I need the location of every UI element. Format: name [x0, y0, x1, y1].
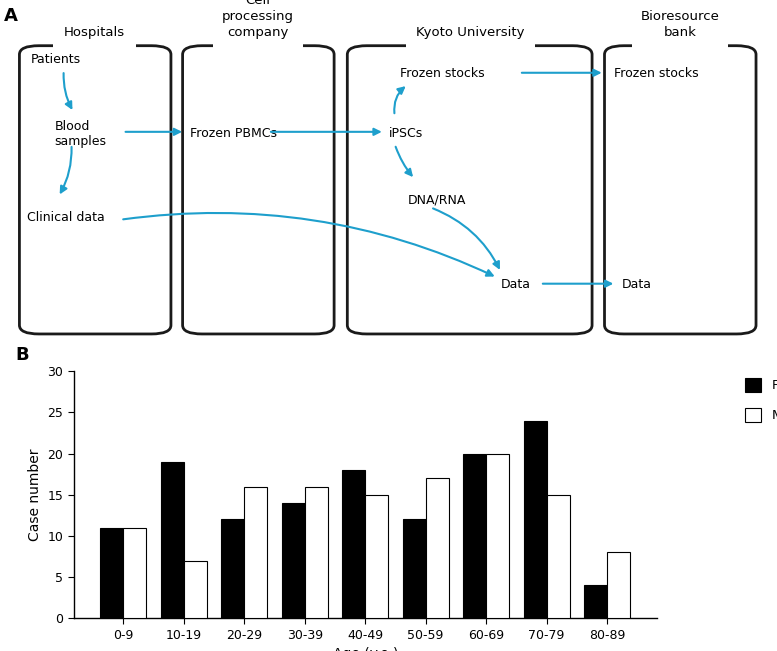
Text: DNA/RNA: DNA/RNA	[408, 194, 466, 207]
Text: Bioresource
bank: Bioresource bank	[640, 10, 720, 38]
Bar	[184, 561, 207, 618]
Text: Frozen PBMCs: Frozen PBMCs	[190, 127, 277, 140]
Text: Frozen stocks: Frozen stocks	[400, 67, 485, 80]
X-axis label: Age (y.o.): Age (y.o.)	[333, 648, 398, 651]
Bar	[244, 486, 267, 618]
Legend: Female, Male: Female, Male	[740, 373, 777, 428]
Y-axis label: Case number: Case number	[28, 449, 42, 541]
Text: Clinical data: Clinical data	[27, 212, 105, 225]
Bar	[486, 454, 509, 618]
Text: A: A	[4, 7, 18, 25]
Bar	[365, 495, 388, 618]
Bar	[546, 495, 570, 618]
Bar	[342, 470, 365, 618]
Bar	[54, 42, 136, 48]
Bar	[607, 553, 630, 618]
Text: Patients: Patients	[31, 53, 82, 66]
Bar	[632, 42, 728, 48]
Text: B: B	[16, 346, 30, 365]
Text: iPSCs: iPSCs	[388, 127, 423, 140]
FancyBboxPatch shape	[347, 46, 592, 334]
FancyBboxPatch shape	[19, 46, 171, 334]
Bar	[426, 478, 448, 618]
Bar	[100, 528, 124, 618]
Text: Data: Data	[622, 278, 652, 291]
Bar	[213, 42, 303, 48]
Bar	[221, 519, 244, 618]
Bar	[463, 454, 486, 618]
Bar	[584, 585, 607, 618]
Bar	[402, 519, 426, 618]
Bar	[161, 462, 184, 618]
Text: Blood
samples: Blood samples	[54, 120, 106, 148]
Text: Frozen stocks: Frozen stocks	[614, 67, 699, 80]
Text: Cell
processing
company: Cell processing company	[222, 0, 294, 38]
Bar	[305, 486, 328, 618]
FancyBboxPatch shape	[605, 46, 756, 334]
Text: Kyoto University: Kyoto University	[416, 25, 524, 38]
FancyBboxPatch shape	[183, 46, 334, 334]
Text: Hospitals: Hospitals	[64, 25, 125, 38]
Text: Data: Data	[501, 278, 531, 291]
Bar	[406, 42, 535, 48]
Bar	[524, 421, 546, 618]
Bar	[124, 528, 146, 618]
Bar	[282, 503, 305, 618]
